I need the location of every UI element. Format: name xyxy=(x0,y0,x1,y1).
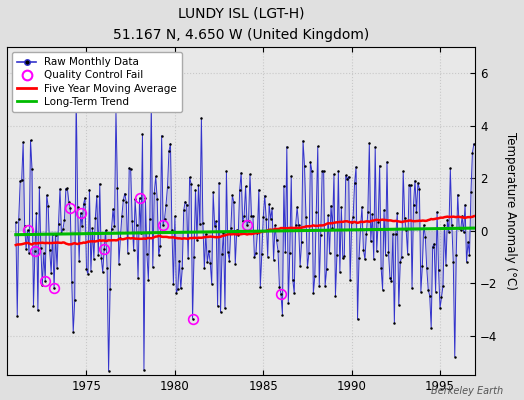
Legend: Raw Monthly Data, Quality Control Fail, Five Year Moving Average, Long-Term Tren: Raw Monthly Data, Quality Control Fail, … xyxy=(12,52,182,112)
Title: LUNDY ISL (LGT-H)
51.167 N, 4.650 W (United Kingdom): LUNDY ISL (LGT-H) 51.167 N, 4.650 W (Uni… xyxy=(113,7,369,42)
Text: Berkeley Earth: Berkeley Earth xyxy=(431,386,503,396)
Y-axis label: Temperature Anomaly (°C): Temperature Anomaly (°C) xyxy=(504,132,517,290)
